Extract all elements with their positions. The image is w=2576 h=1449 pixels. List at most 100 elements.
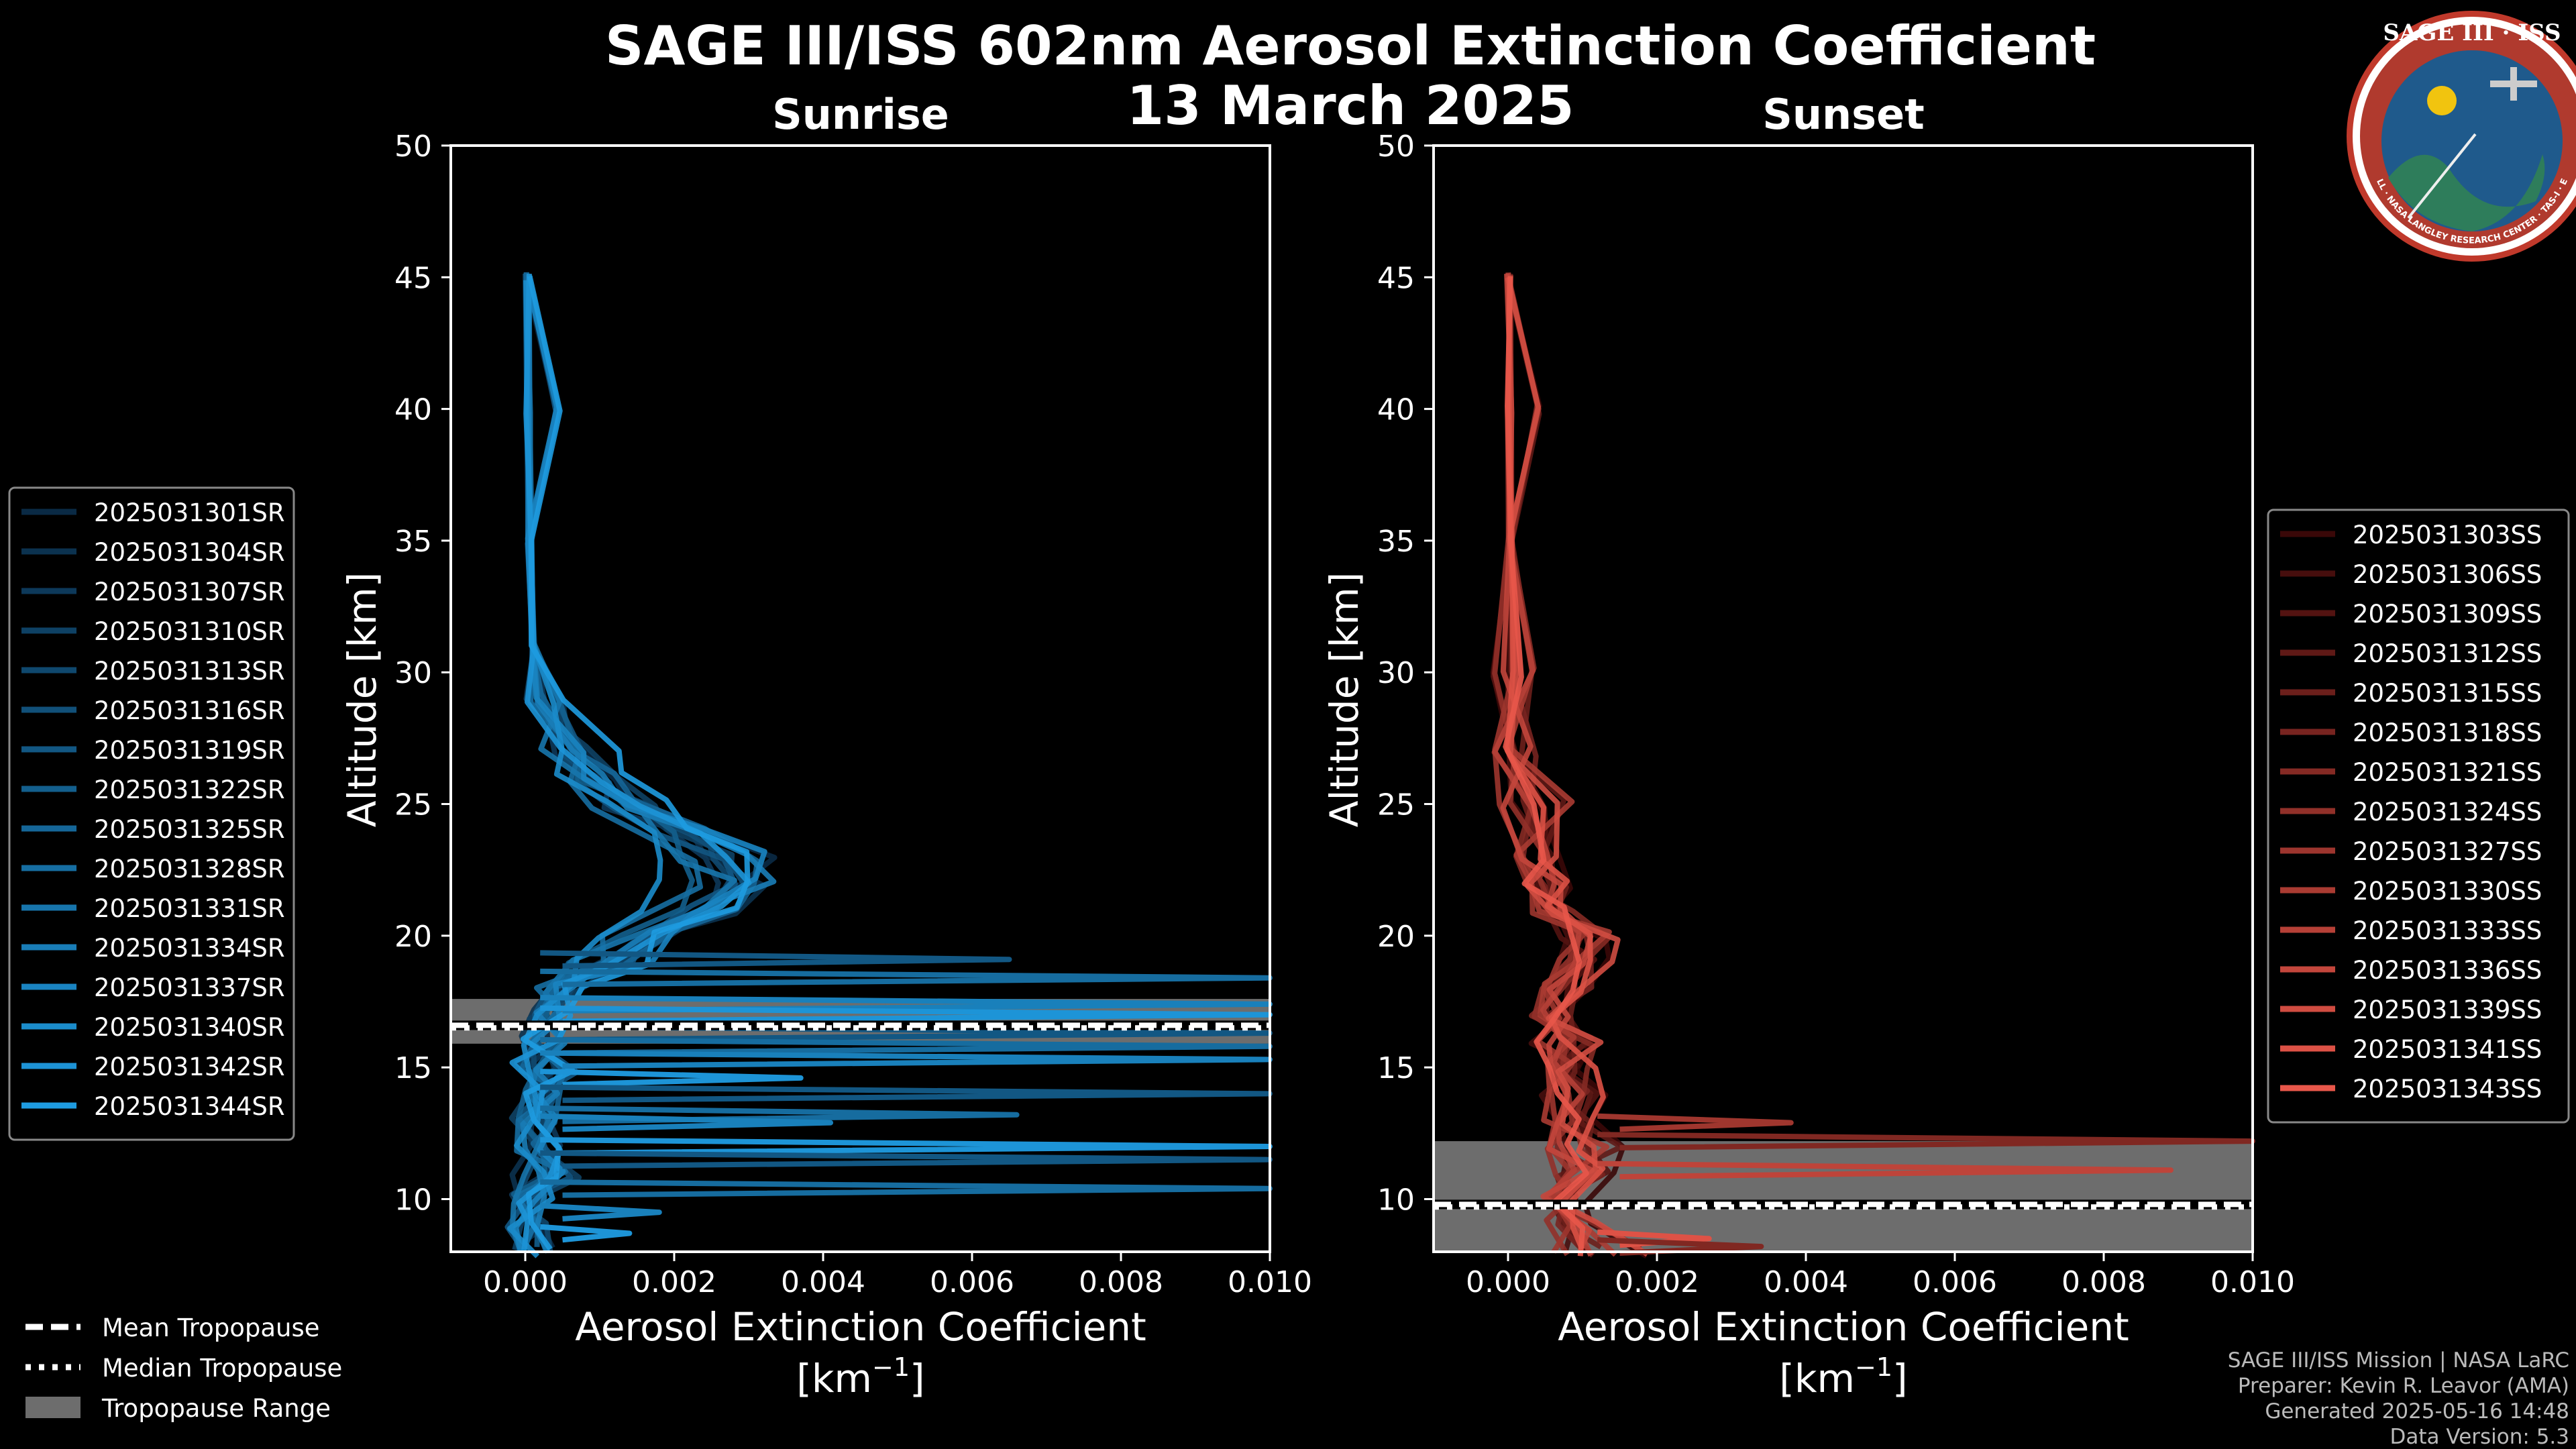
sunset-spike [1597, 1113, 1794, 1132]
sunrise-legend-label: 2025031319SR [94, 736, 285, 765]
sunset-xtick-label: 0.008 [2061, 1265, 2146, 1299]
sunrise-spike [540, 1050, 1273, 1069]
sunset-profile-lines [1434, 272, 2255, 1258]
sunset-ytick-label: 50 [1377, 129, 1415, 164]
sunrise-ytick-label: 40 [394, 393, 432, 427]
sunrise-xtick-label: 0.006 [930, 1265, 1014, 1299]
sunset-legend-label: 2025031303SS [2353, 521, 2542, 549]
sunset-xtick-label: 0.002 [1615, 1265, 1699, 1299]
sunset-legend-label: 2025031324SS [2353, 798, 2542, 826]
tropopause-range-swatch [25, 1397, 80, 1418]
sunrise-spike [540, 950, 1012, 969]
sunrise-profile-2025031340SR [506, 280, 663, 1258]
sunset-legend-label: 2025031315SS [2353, 679, 2542, 708]
sunrise-legend-label: 2025031304SR [94, 538, 285, 567]
tropopause-range-label: Tropopause Range [101, 1394, 331, 1423]
sunrise-xtick-label: 0.002 [632, 1265, 716, 1299]
footer-version: Data Version: 5.3 [2390, 1425, 2569, 1449]
sunrise-spike [540, 968, 1273, 987]
sunset-legend: 2025031303SS 2025031306SS 2025031309SS 2025… [2267, 508, 2570, 1124]
sunrise-profile-2025031344SR [520, 275, 751, 1251]
sunset-xlabel-unit: [km−1] [1779, 1352, 1907, 1401]
sunrise-legend-label: 2025031325SR [94, 815, 285, 844]
sunset-ytick-label: 25 [1377, 788, 1415, 822]
sunset-profile-2025031336SS [1500, 273, 1595, 1248]
median-tropopause-label: Median Tropopause [102, 1354, 342, 1383]
tropopause-legend: Mean Tropopause Median Tropopause Tropop… [25, 1313, 342, 1423]
sunset-legend-label: 2025031318SS [2353, 718, 2542, 747]
sunrise-legend-label: 2025031316SR [94, 696, 285, 725]
footer-generated: Generated 2025-05-16 14:48 [2265, 1399, 2569, 1424]
sunrise-legend-label: 2025031322SR [94, 775, 285, 804]
sunrise-ytick-label: 10 [394, 1183, 432, 1217]
sunset-ytick-label: 10 [1377, 1183, 1415, 1217]
sunrise-ytick-label: 25 [394, 788, 432, 822]
sunset-legend-label: 2025031327SS [2353, 837, 2542, 866]
sunset-xtick-label: 0.010 [2210, 1265, 2295, 1299]
sunset-legend-label: 2025031333SS [2353, 916, 2542, 945]
sunrise-spike [539, 1224, 633, 1243]
sunrise-xlabel-unit: [km−1] [796, 1352, 924, 1401]
sunrise-legend-label: 2025031344SR [94, 1092, 285, 1121]
sunrise-spike [540, 1113, 834, 1132]
sunset-legend-label: 2025031306SS [2353, 560, 2542, 589]
sunrise-panel: Sunrise 0.000 0.002 0.004 0.006 0.008 0.010 10… [339, 90, 1312, 1401]
sunset-legend-label: 2025031321SS [2353, 758, 2542, 787]
sunset-ytick-label: 30 [1377, 656, 1415, 690]
sunrise-ylabel: Altitude [km] [339, 572, 385, 827]
sunrise-spike [540, 1084, 1273, 1104]
sunrise-ytick-label: 45 [394, 261, 432, 295]
sunset-legend-label: 2025031312SS [2353, 639, 2542, 668]
sunset-legend-box [2267, 508, 2570, 1124]
sunrise-spike [539, 1203, 662, 1222]
sunrise-legend-label: 2025031331SR [94, 894, 285, 923]
sunset-legend-label: 2025031341SS [2353, 1035, 2542, 1064]
sunrise-plot-frame [449, 144, 1271, 1253]
sunrise-legend-label: 2025031334SR [94, 934, 285, 963]
sunrise-xtick-label: 0.004 [781, 1265, 865, 1299]
sunset-legend-label: 2025031309SS [2353, 600, 2542, 629]
sunrise-xlabel: Aerosol Extinction Coefficient [575, 1304, 1146, 1350]
sunrise-legend: 2025031301SR 2025031304SR 2025031307SR 2025… [8, 486, 295, 1141]
sunset-legend-label: 2025031343SS [2353, 1075, 2542, 1104]
sunset-xtick-label: 0.006 [1913, 1265, 1997, 1299]
sunrise-ytick-label: 20 [394, 920, 432, 954]
credits-footer: SAGE III/ISS Mission | NASA LaRC Prepare… [2228, 1348, 2569, 1449]
sunrise-spike [540, 1150, 1273, 1169]
sunrise-axes: 0.000 0.002 0.004 0.006 0.008 0.010 10 15 20 25 30… [394, 129, 1312, 1299]
sunrise-legend-label: 2025031310SR [94, 617, 285, 646]
sunrise-profile-lines [451, 272, 1273, 1258]
sunrise-legend-box [8, 486, 295, 1141]
sunset-profile-2025031343SS [1503, 276, 1589, 1256]
sunrise-ytick-label: 15 [394, 1051, 432, 1085]
sunset-ytick-label: 45 [1377, 261, 1415, 295]
sunrise-ytick-label: 30 [394, 656, 432, 690]
sunset-plot-frame [1432, 144, 2254, 1253]
sunset-xtick-label: 0.004 [1764, 1265, 1848, 1299]
sunrise-spike [540, 1137, 1273, 1156]
sunset-ytick-label: 20 [1377, 920, 1415, 954]
sunrise-legend-label: 2025031328SR [94, 855, 285, 883]
sunset-ytick-label: 40 [1377, 393, 1415, 427]
sunset-legend-label: 2025031330SS [2353, 877, 2542, 906]
sunrise-legend-label: 2025031307SR [94, 578, 285, 606]
sunset-legend-label: 2025031336SS [2353, 956, 2542, 985]
sunrise-profile-2025031331SR [509, 275, 737, 1252]
sunset-ytick-label: 35 [1377, 525, 1415, 559]
footer-mission: SAGE III/ISS Mission | NASA LaRC [2228, 1348, 2569, 1373]
sunrise-legend-label: 2025031342SR [94, 1053, 285, 1081]
sunset-legend-label: 2025031339SS [2353, 996, 2542, 1024]
sunrise-profile-2025031337SR [513, 280, 767, 1252]
sunset-profile-2025031341SS [1505, 277, 1606, 1250]
sunrise-legend-label: 2025031301SR [94, 498, 285, 527]
mean-tropopause-label: Mean Tropopause [102, 1313, 320, 1342]
sunrise-subtitle: Sunrise [772, 90, 949, 139]
footer-preparer: Preparer: Kevin R. Leavor (AMA) [2238, 1374, 2569, 1398]
figure-title: SAGE III/ISS 602nm Aerosol Extinction Co… [605, 15, 2096, 77]
sunrise-ytick-label: 50 [394, 129, 432, 164]
sunrise-xtick-label: 0.010 [1228, 1265, 1312, 1299]
sunset-xtick-label: 0.000 [1466, 1265, 1550, 1299]
sunset-xlabel: Aerosol Extinction Coefficient [1558, 1304, 2129, 1350]
sunset-ylabel: Altitude [km] [1322, 572, 1367, 827]
